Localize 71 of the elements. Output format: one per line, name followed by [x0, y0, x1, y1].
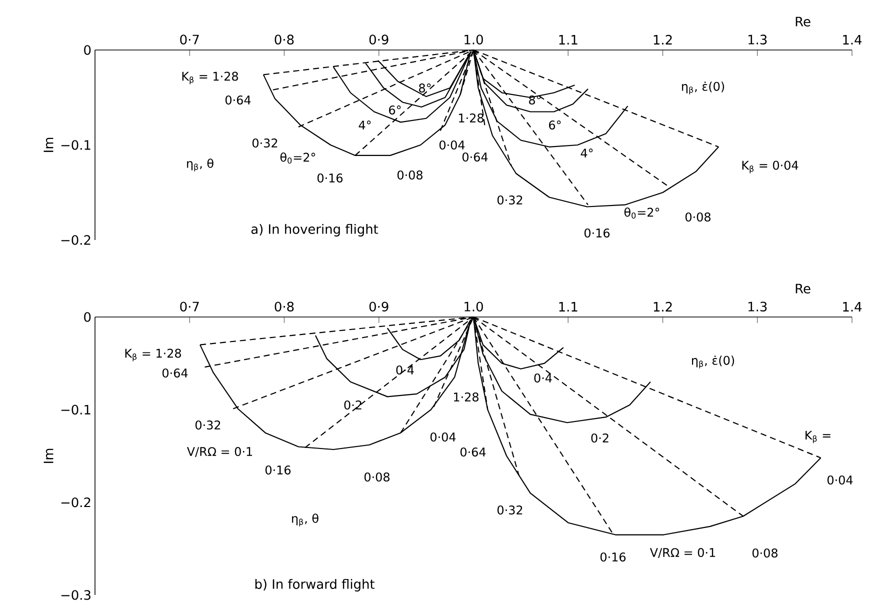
x-tick-label: 1.4	[843, 302, 862, 312]
y-tick-label: −0.3	[61, 590, 90, 600]
y-tick-label: 0	[84, 45, 91, 55]
annotation: 0·32	[497, 505, 522, 515]
x-tick-label: 1.3	[748, 34, 767, 44]
annotation: η$_{β}$, ε̇(0)	[682, 82, 724, 94]
annotation: V/RΩ = 0·1	[650, 548, 716, 558]
y-tick-label: −0.2	[61, 235, 90, 245]
annotation: 0·08	[364, 472, 390, 482]
x-tick-label: 1.4	[843, 35, 862, 44]
text: a) In hovering flight	[251, 224, 378, 236]
annotation: 0·4	[534, 373, 552, 383]
annotation: K$_{β}$ =	[806, 430, 830, 444]
y-tick-label: −0.1	[61, 404, 90, 415]
annotation: 0·32	[195, 420, 220, 430]
x-tick-label: 0·9	[369, 302, 388, 312]
annotation: η$_{β}$, θ	[292, 514, 318, 526]
x-tick-label: 0·8	[274, 34, 294, 44]
annotation: 6°	[549, 120, 561, 130]
x-tick-label: 1.2	[654, 302, 672, 312]
annotation: η$_{β}$, θ	[187, 158, 214, 172]
annotation: K$_{β}$ = 0·04	[742, 160, 798, 174]
annotation: 4°	[580, 148, 593, 158]
annotation: 0·32	[252, 138, 278, 148]
annotation: 0·16	[317, 173, 343, 183]
annotation: 0·64	[460, 447, 486, 457]
annotation: 0·64	[462, 152, 488, 162]
x-tick-label: 1.0	[464, 302, 483, 312]
x-tick-label: 1.0	[464, 34, 483, 44]
annotation: 8°	[419, 83, 431, 93]
annotation: 0·08	[752, 548, 778, 558]
x-tick-label: 0·9	[369, 34, 388, 44]
annotation: 0·08	[397, 170, 422, 180]
annotation: 0·04	[439, 140, 465, 150]
annotation: 0·16	[600, 552, 626, 562]
annotation: θ$_{0}$=2°	[624, 207, 660, 219]
annotation: θ$_{0}$=2°	[280, 152, 316, 164]
annotation: 0·64	[225, 95, 251, 105]
text: b) In forward flight	[255, 578, 375, 592]
annotation: η$_{β}$, ε̇(0)	[692, 356, 734, 368]
y-tick-label: −0.1	[61, 140, 90, 150]
y-axis-title: Im	[44, 448, 54, 463]
annotation: 6°	[389, 105, 401, 115]
annotation: K$_{β}$ = 1·28	[182, 72, 238, 84]
annotation: 0·2	[591, 433, 608, 443]
x-tick-label: 0·8	[274, 302, 294, 312]
annotation: 4°	[358, 120, 371, 130]
x-tick-label: 1.1	[559, 302, 578, 312]
x-tick-label: 1.1	[559, 35, 578, 44]
annotation: 0·32	[497, 195, 522, 205]
annotation: 0·64	[162, 368, 188, 378]
y-tick-label: 0	[84, 312, 91, 322]
x-tick-label: 1.3	[748, 302, 767, 312]
x-axis-title: Re	[796, 16, 810, 26]
annotation: 0·04	[827, 475, 853, 485]
annotation: 0·04	[430, 432, 456, 442]
annotation: 0·4	[396, 365, 414, 375]
x-tick-label: 1.2	[654, 34, 672, 44]
annotation: K$_{β}$ = 1·28	[125, 348, 181, 362]
annotation: 0·16	[584, 228, 610, 238]
y-axis-title: Im	[44, 138, 54, 152]
x-tick-label: 0·7	[180, 302, 199, 312]
annotation: 0·08	[685, 212, 710, 222]
x-axis-title: Re	[796, 284, 810, 294]
annotation: 1·28	[454, 392, 478, 402]
annotation: V/RΩ = 0·1	[186, 447, 252, 457]
annotation: 0·2	[344, 400, 362, 410]
annotation: 1·28	[459, 113, 484, 123]
y-tick-label: −0.2	[61, 497, 90, 508]
x-tick-label: 0·7	[180, 34, 199, 44]
annotation: 0·16	[265, 465, 291, 475]
